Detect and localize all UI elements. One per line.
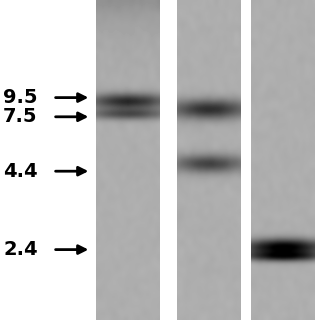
Text: 7.5: 7.5: [3, 107, 38, 126]
Text: 4.4: 4.4: [3, 162, 38, 181]
Text: 2.4: 2.4: [3, 240, 38, 259]
Text: 9.5: 9.5: [3, 88, 38, 107]
